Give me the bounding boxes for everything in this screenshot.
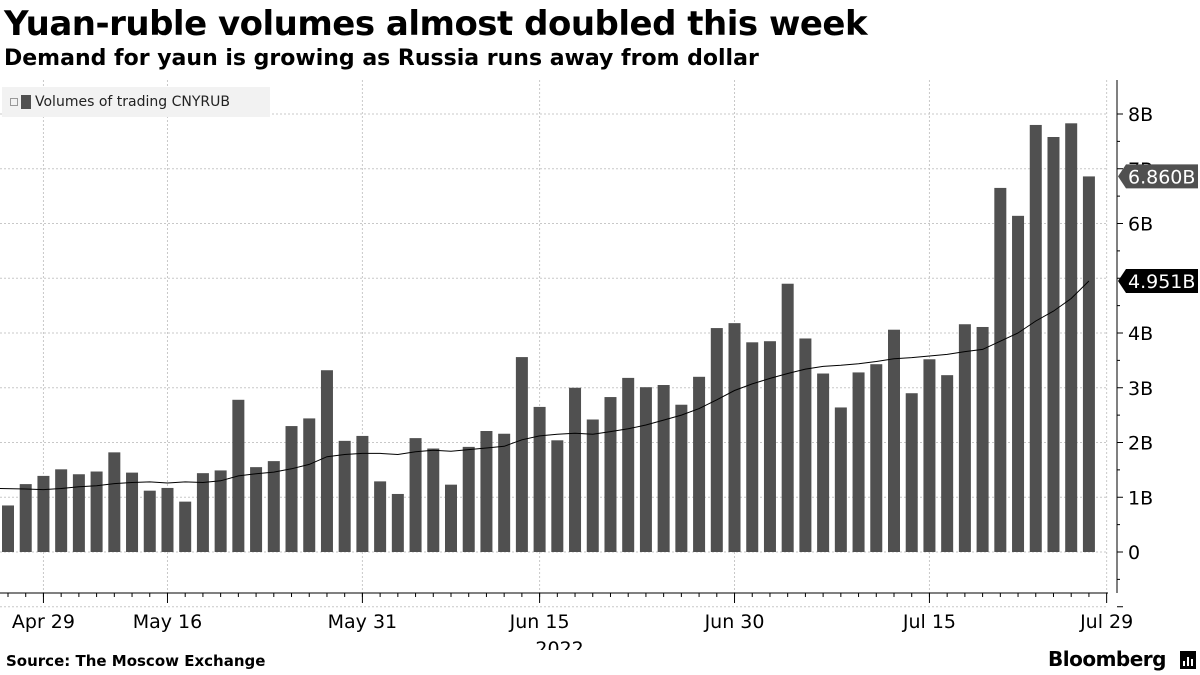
x-tick-label: Jul 29 [1079,611,1133,633]
legend-label: Volumes of trading CNYRUB [35,94,230,110]
x-tick-label: Jun 30 [704,611,765,633]
line-series [0,280,1090,491]
bar [1082,176,1095,552]
bar [958,324,971,552]
chart-legend: Volumes of trading CNYRUB [2,87,270,117]
bar [746,342,759,552]
bar [817,373,830,552]
bar [923,359,936,552]
bar [480,431,493,552]
x-year-label: 2022 [535,638,583,650]
bar [675,404,688,552]
bar [1065,123,1078,552]
bar [1047,136,1060,552]
y-tick-label: 8B [1128,104,1153,126]
bar [445,484,457,552]
bar [586,419,599,552]
bar [976,326,989,552]
bar [1012,215,1025,552]
bar [888,329,900,552]
bar [356,435,369,552]
last-value-label-line-box [1118,268,1198,293]
bloomberg-terminal-icon [1180,651,1196,669]
bar [391,493,404,552]
bar [1029,124,1042,552]
x-tick-label: May 16 [133,611,203,633]
y-tick-label: 1B [1128,487,1153,509]
bar [799,338,812,552]
bar [338,440,351,552]
bar [870,364,883,552]
last-value-label-bars: 6.860B [1128,166,1195,188]
bar [143,490,156,552]
bar [285,426,298,552]
y-tick-label: 6B [1128,214,1153,236]
bar [108,452,121,552]
bar [179,501,192,552]
bar [409,438,422,552]
bar [320,370,333,552]
bar [19,484,32,552]
bar [161,487,174,552]
bar [55,469,68,552]
last-value-label-bars-box [1118,164,1198,189]
bar [462,446,475,552]
brand-logo: Bloomberg [1048,647,1166,671]
bar [781,283,794,552]
y-tick-label: 3B [1128,378,1153,400]
bar [693,376,706,552]
y-tick-label: 2B [1128,433,1153,455]
bar [728,323,741,552]
bar [214,470,227,552]
last-value-label-line: 4.951B [1128,271,1195,293]
bar [639,387,652,552]
chart-title: Yuan-ruble volumes almost doubled this w… [4,4,868,44]
bar [905,393,918,552]
bar [604,397,617,552]
legend-toggle-icon[interactable] [10,98,18,106]
bar [427,448,440,552]
bar [994,187,1007,552]
bar [498,433,511,552]
x-tick-label: Jul 15 [902,611,956,633]
bar [90,471,103,552]
bar [2,505,14,552]
x-tick-label: Apr 29 [12,611,75,633]
legend-swatch [21,95,31,109]
bar [763,341,776,552]
x-tick-label: Jun 15 [509,611,570,633]
x-tick-label: May 31 [328,611,398,633]
bar [126,472,139,552]
bar [250,467,263,552]
bar [941,375,954,552]
y-tick-label: 4B [1128,323,1153,345]
chart-subtitle: Demand for yaun is growing as Russia run… [4,46,759,71]
bar [72,474,85,552]
bar [622,377,635,552]
bar [196,473,209,552]
bar [267,461,280,552]
bar [657,385,670,552]
bar [569,387,582,552]
bar [710,328,723,552]
y-tick-label: 0 [1128,542,1140,564]
source-note: Source: The Moscow Exchange [6,652,266,670]
bar [551,440,564,552]
bar [533,406,546,552]
bar [303,418,316,552]
bar [834,407,847,552]
bar [515,357,528,552]
bar [37,475,50,552]
bar [374,481,387,552]
bar [852,372,865,552]
